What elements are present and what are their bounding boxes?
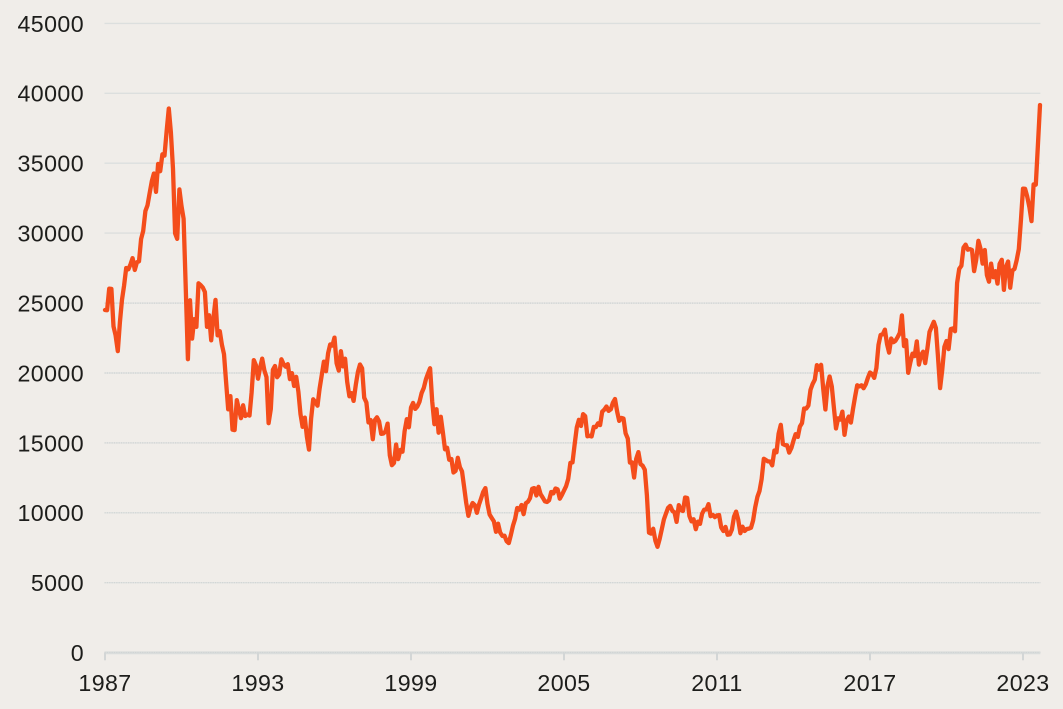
svg-text:15000: 15000 bbox=[18, 430, 84, 456]
svg-text:0: 0 bbox=[71, 640, 84, 666]
svg-text:30000: 30000 bbox=[18, 221, 84, 247]
svg-text:2011: 2011 bbox=[691, 670, 742, 696]
svg-text:1987: 1987 bbox=[78, 670, 131, 696]
svg-text:1993: 1993 bbox=[231, 670, 284, 696]
svg-text:45000: 45000 bbox=[18, 11, 84, 37]
svg-text:5000: 5000 bbox=[31, 570, 84, 596]
svg-text:10000: 10000 bbox=[18, 500, 84, 526]
svg-text:40000: 40000 bbox=[18, 81, 84, 107]
svg-text:35000: 35000 bbox=[18, 151, 84, 177]
svg-text:1999: 1999 bbox=[384, 670, 437, 696]
svg-text:25000: 25000 bbox=[18, 290, 84, 316]
svg-text:20000: 20000 bbox=[18, 360, 84, 386]
svg-text:2017: 2017 bbox=[843, 670, 896, 696]
svg-text:2023: 2023 bbox=[996, 670, 1049, 696]
svg-text:2005: 2005 bbox=[537, 670, 590, 696]
